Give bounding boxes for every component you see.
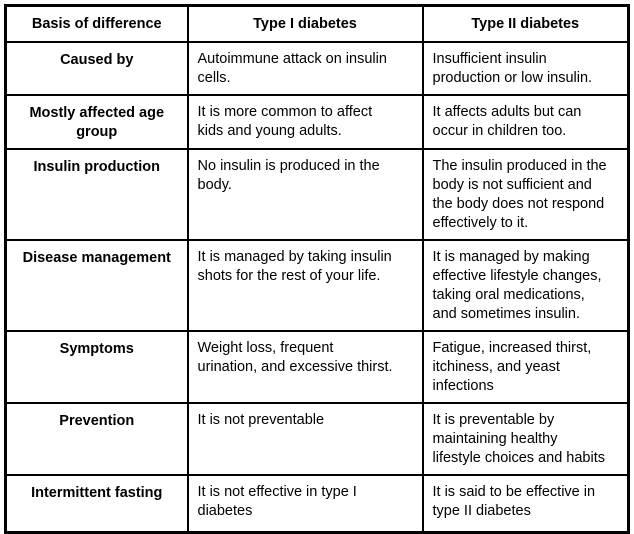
cell-prevention-type1: It is not preventable xyxy=(186,402,424,476)
row-label-symptoms: Symptoms xyxy=(4,330,189,404)
row-label-age-group: Mostly affected age group xyxy=(4,94,189,150)
table-row-prevention: Prevention It is not preventable It is p… xyxy=(4,402,630,476)
row-label-insulin-production: Insulin production xyxy=(4,148,189,241)
diabetes-comparison-table-container: Basis of difference Type I diabetes Type… xyxy=(4,4,630,534)
column-header-type1-diabetes: Type I diabetes xyxy=(186,4,424,43)
row-label-disease-management: Disease management xyxy=(4,239,189,332)
table-row-disease-management: Disease management It is managed by taki… xyxy=(4,239,630,332)
cell-insulin-production-type1: No insulin is produced in the body. xyxy=(186,148,424,241)
cell-disease-management-type2: It is managed by making effective lifest… xyxy=(421,239,630,332)
table-row-insulin-production: Insulin production No insulin is produce… xyxy=(4,148,630,241)
row-label-intermittent-fasting: Intermittent fasting xyxy=(4,474,189,533)
cell-age-group-type2: It affects adults but can occur in child… xyxy=(421,94,630,150)
cell-insulin-production-type2: The insulin produced in the body is not … xyxy=(421,148,630,241)
header-row: Basis of difference Type I diabetes Type… xyxy=(4,4,630,43)
row-label-prevention: Prevention xyxy=(4,402,189,476)
cell-symptoms-type1: Weight loss, frequent urination, and exc… xyxy=(186,330,424,404)
cell-intermittent-fasting-type2: It is said to be effective in type II di… xyxy=(421,474,630,533)
cell-symptoms-type2: Fatigue, increased thirst, itchiness, an… xyxy=(421,330,630,404)
table-row-symptoms: Symptoms Weight loss, frequent urination… xyxy=(4,330,630,404)
diabetes-comparison-table: Basis of difference Type I diabetes Type… xyxy=(4,4,630,534)
cell-caused-by-type2: Insufficient insulin production or low i… xyxy=(421,41,630,96)
table-row-intermittent-fasting: Intermittent fasting It is not effective… xyxy=(4,474,630,533)
column-header-type2-diabetes: Type II diabetes xyxy=(421,4,630,43)
table-row-caused-by: Caused by Autoimmune attack on insulin c… xyxy=(4,41,630,96)
cell-prevention-type2: It is preventable by maintaining healthy… xyxy=(421,402,630,476)
cell-intermittent-fasting-type1: It is not effective in type I diabetes xyxy=(186,474,424,533)
cell-disease-management-type1: It is managed by taking insulin shots fo… xyxy=(186,239,424,332)
row-label-caused-by: Caused by xyxy=(4,41,189,96)
cell-age-group-type1: It is more common to affect kids and you… xyxy=(186,94,424,150)
table-row-age-group: Mostly affected age group It is more com… xyxy=(4,94,630,150)
column-header-basis-of-difference: Basis of difference xyxy=(4,4,189,43)
cell-caused-by-type1: Autoimmune attack on insulin cells. xyxy=(186,41,424,96)
